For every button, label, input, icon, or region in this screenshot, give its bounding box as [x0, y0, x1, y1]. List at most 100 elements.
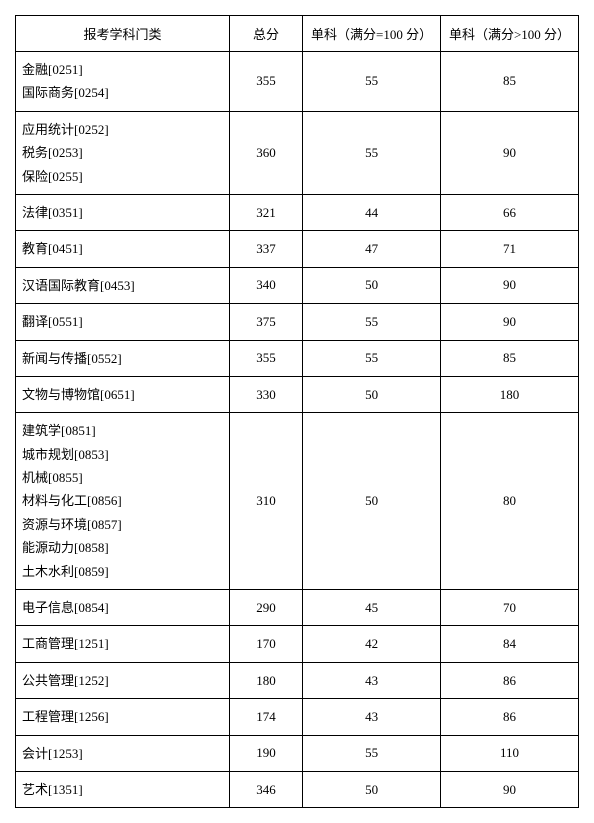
table-row: 新闻与传播[0552]3555585 [16, 340, 579, 376]
cell-total: 290 [229, 590, 302, 626]
cell-subject-gt100: 180 [441, 376, 579, 412]
cell-subject-100: 50 [303, 267, 441, 303]
cell-total: 190 [229, 735, 302, 771]
table-row: 电子信息[0854] 2904570 [16, 590, 579, 626]
table-row: 教育[0451] 3374771 [16, 231, 579, 267]
table-row: 法律[0351]3214466 [16, 194, 579, 230]
cell-category: 电子信息[0854] [16, 590, 230, 626]
cell-subject-100: 50 [303, 413, 441, 590]
cell-category: 教育[0451] [16, 231, 230, 267]
cell-category: 法律[0351] [16, 194, 230, 230]
cell-total: 321 [229, 194, 302, 230]
cell-subject-gt100: 70 [441, 590, 579, 626]
category-line: 保险[0255] [22, 169, 83, 184]
cell-subject-100: 50 [303, 376, 441, 412]
category-line: 城市规划[0853] [22, 447, 109, 462]
cell-subject-gt100: 84 [441, 626, 579, 662]
cell-subject-100: 43 [303, 699, 441, 735]
cell-subject-gt100: 66 [441, 194, 579, 230]
cell-subject-100: 55 [303, 735, 441, 771]
col-header-subject-gt100: 单科（满分>100 分） [441, 16, 579, 52]
cell-category: 汉语国际教育[0453] [16, 267, 230, 303]
category-line: 建筑学[0851] [22, 423, 96, 438]
cell-category: 工商管理[1251] [16, 626, 230, 662]
cell-total: 337 [229, 231, 302, 267]
table-header-row: 报考学科门类 总分 单科（满分=100 分） 单科（满分>100 分） [16, 16, 579, 52]
category-line: 工程管理[1256] [22, 709, 109, 724]
category-line: 应用统计[0252] [22, 122, 109, 137]
col-header-subject-100: 单科（满分=100 分） [303, 16, 441, 52]
cell-category: 会计[1253] [16, 735, 230, 771]
cell-category: 翻译[0551] [16, 304, 230, 340]
cell-total: 355 [229, 52, 302, 112]
cell-subject-gt100: 90 [441, 111, 579, 194]
cell-category: 公共管理[1252] [16, 662, 230, 698]
category-line: 金融[0251] [22, 62, 83, 77]
cell-subject-gt100: 71 [441, 231, 579, 267]
cell-subject-gt100: 86 [441, 662, 579, 698]
cell-subject-100: 50 [303, 771, 441, 807]
cell-category: 金融[0251] 国际商务[0254] [16, 52, 230, 112]
category-line: 材料与化工[0856] [22, 493, 122, 508]
cell-subject-gt100: 80 [441, 413, 579, 590]
category-line: 翻译[0551] [22, 314, 83, 329]
category-line: 法律[0351] [22, 205, 83, 220]
cell-category: 艺术[1351] [16, 771, 230, 807]
cell-total: 330 [229, 376, 302, 412]
cell-subject-100: 55 [303, 111, 441, 194]
cell-subject-gt100: 90 [441, 304, 579, 340]
table-row: 汉语国际教育[0453] 3405090 [16, 267, 579, 303]
cell-subject-100: 42 [303, 626, 441, 662]
table-row: 会计[1253] 19055110 [16, 735, 579, 771]
table-body: 金融[0251]国际商务[0254]3555585应用统计[0252]税务[02… [16, 52, 579, 808]
table-row: 工商管理[1251] 1704284 [16, 626, 579, 662]
table-row: 工程管理[1256] 1744386 [16, 699, 579, 735]
category-line: 文物与博物馆[0651] [22, 387, 135, 402]
cell-subject-100: 45 [303, 590, 441, 626]
cell-subject-gt100: 90 [441, 267, 579, 303]
cell-total: 170 [229, 626, 302, 662]
cell-subject-100: 55 [303, 304, 441, 340]
cell-subject-100: 43 [303, 662, 441, 698]
category-line: 电子信息[0854] [22, 600, 109, 615]
category-line: 教育[0451] [22, 241, 83, 256]
category-line: 公共管理[1252] [22, 673, 109, 688]
cell-subject-100: 55 [303, 340, 441, 376]
category-line: 新闻与传播[0552] [22, 351, 122, 366]
cell-subject-100: 55 [303, 52, 441, 112]
category-line: 艺术[1351] [22, 782, 83, 797]
cell-total: 355 [229, 340, 302, 376]
cell-category: 文物与博物馆[0651] [16, 376, 230, 412]
cell-subject-gt100: 86 [441, 699, 579, 735]
table-row: 翻译[0551] 3755590 [16, 304, 579, 340]
category-line: 能源动力[0858] [22, 540, 109, 555]
cell-subject-gt100: 90 [441, 771, 579, 807]
cell-category: 新闻与传播[0552] [16, 340, 230, 376]
cell-total: 360 [229, 111, 302, 194]
category-line: 工商管理[1251] [22, 636, 109, 651]
col-header-category: 报考学科门类 [16, 16, 230, 52]
cell-subject-gt100: 85 [441, 52, 579, 112]
cell-total: 346 [229, 771, 302, 807]
category-line: 会计[1253] [22, 746, 83, 761]
category-line: 税务[0253] [22, 145, 83, 160]
table-row: 公共管理[1252] 1804386 [16, 662, 579, 698]
category-line: 国际商务[0254] [22, 85, 109, 100]
cell-category: 建筑学[0851] 城市规划[0853] 机械[0855] 材料与化工[0856] 资源… [16, 413, 230, 590]
col-header-total: 总分 [229, 16, 302, 52]
category-line: 汉语国际教育[0453] [22, 278, 135, 293]
table-row: 建筑学[0851] 城市规划[0853] 机械[0855] 材料与化工[0856] 资源… [16, 413, 579, 590]
cell-total: 174 [229, 699, 302, 735]
category-line: 资源与环境[0857] [22, 517, 122, 532]
table-row: 金融[0251] 国际商务[0254] 3555585 [16, 52, 579, 112]
cell-subject-100: 47 [303, 231, 441, 267]
cell-subject-gt100: 110 [441, 735, 579, 771]
table-row: 艺术[1351] 3465090 [16, 771, 579, 807]
category-line: 机械[0855] [22, 470, 83, 485]
category-line: 土木水利[0859] [22, 564, 109, 579]
cell-total: 310 [229, 413, 302, 590]
cell-total: 375 [229, 304, 302, 340]
cell-total: 180 [229, 662, 302, 698]
cell-total: 340 [229, 267, 302, 303]
table-row: 应用统计[0252] 税务[0253] 保险[0255] 3605590 [16, 111, 579, 194]
